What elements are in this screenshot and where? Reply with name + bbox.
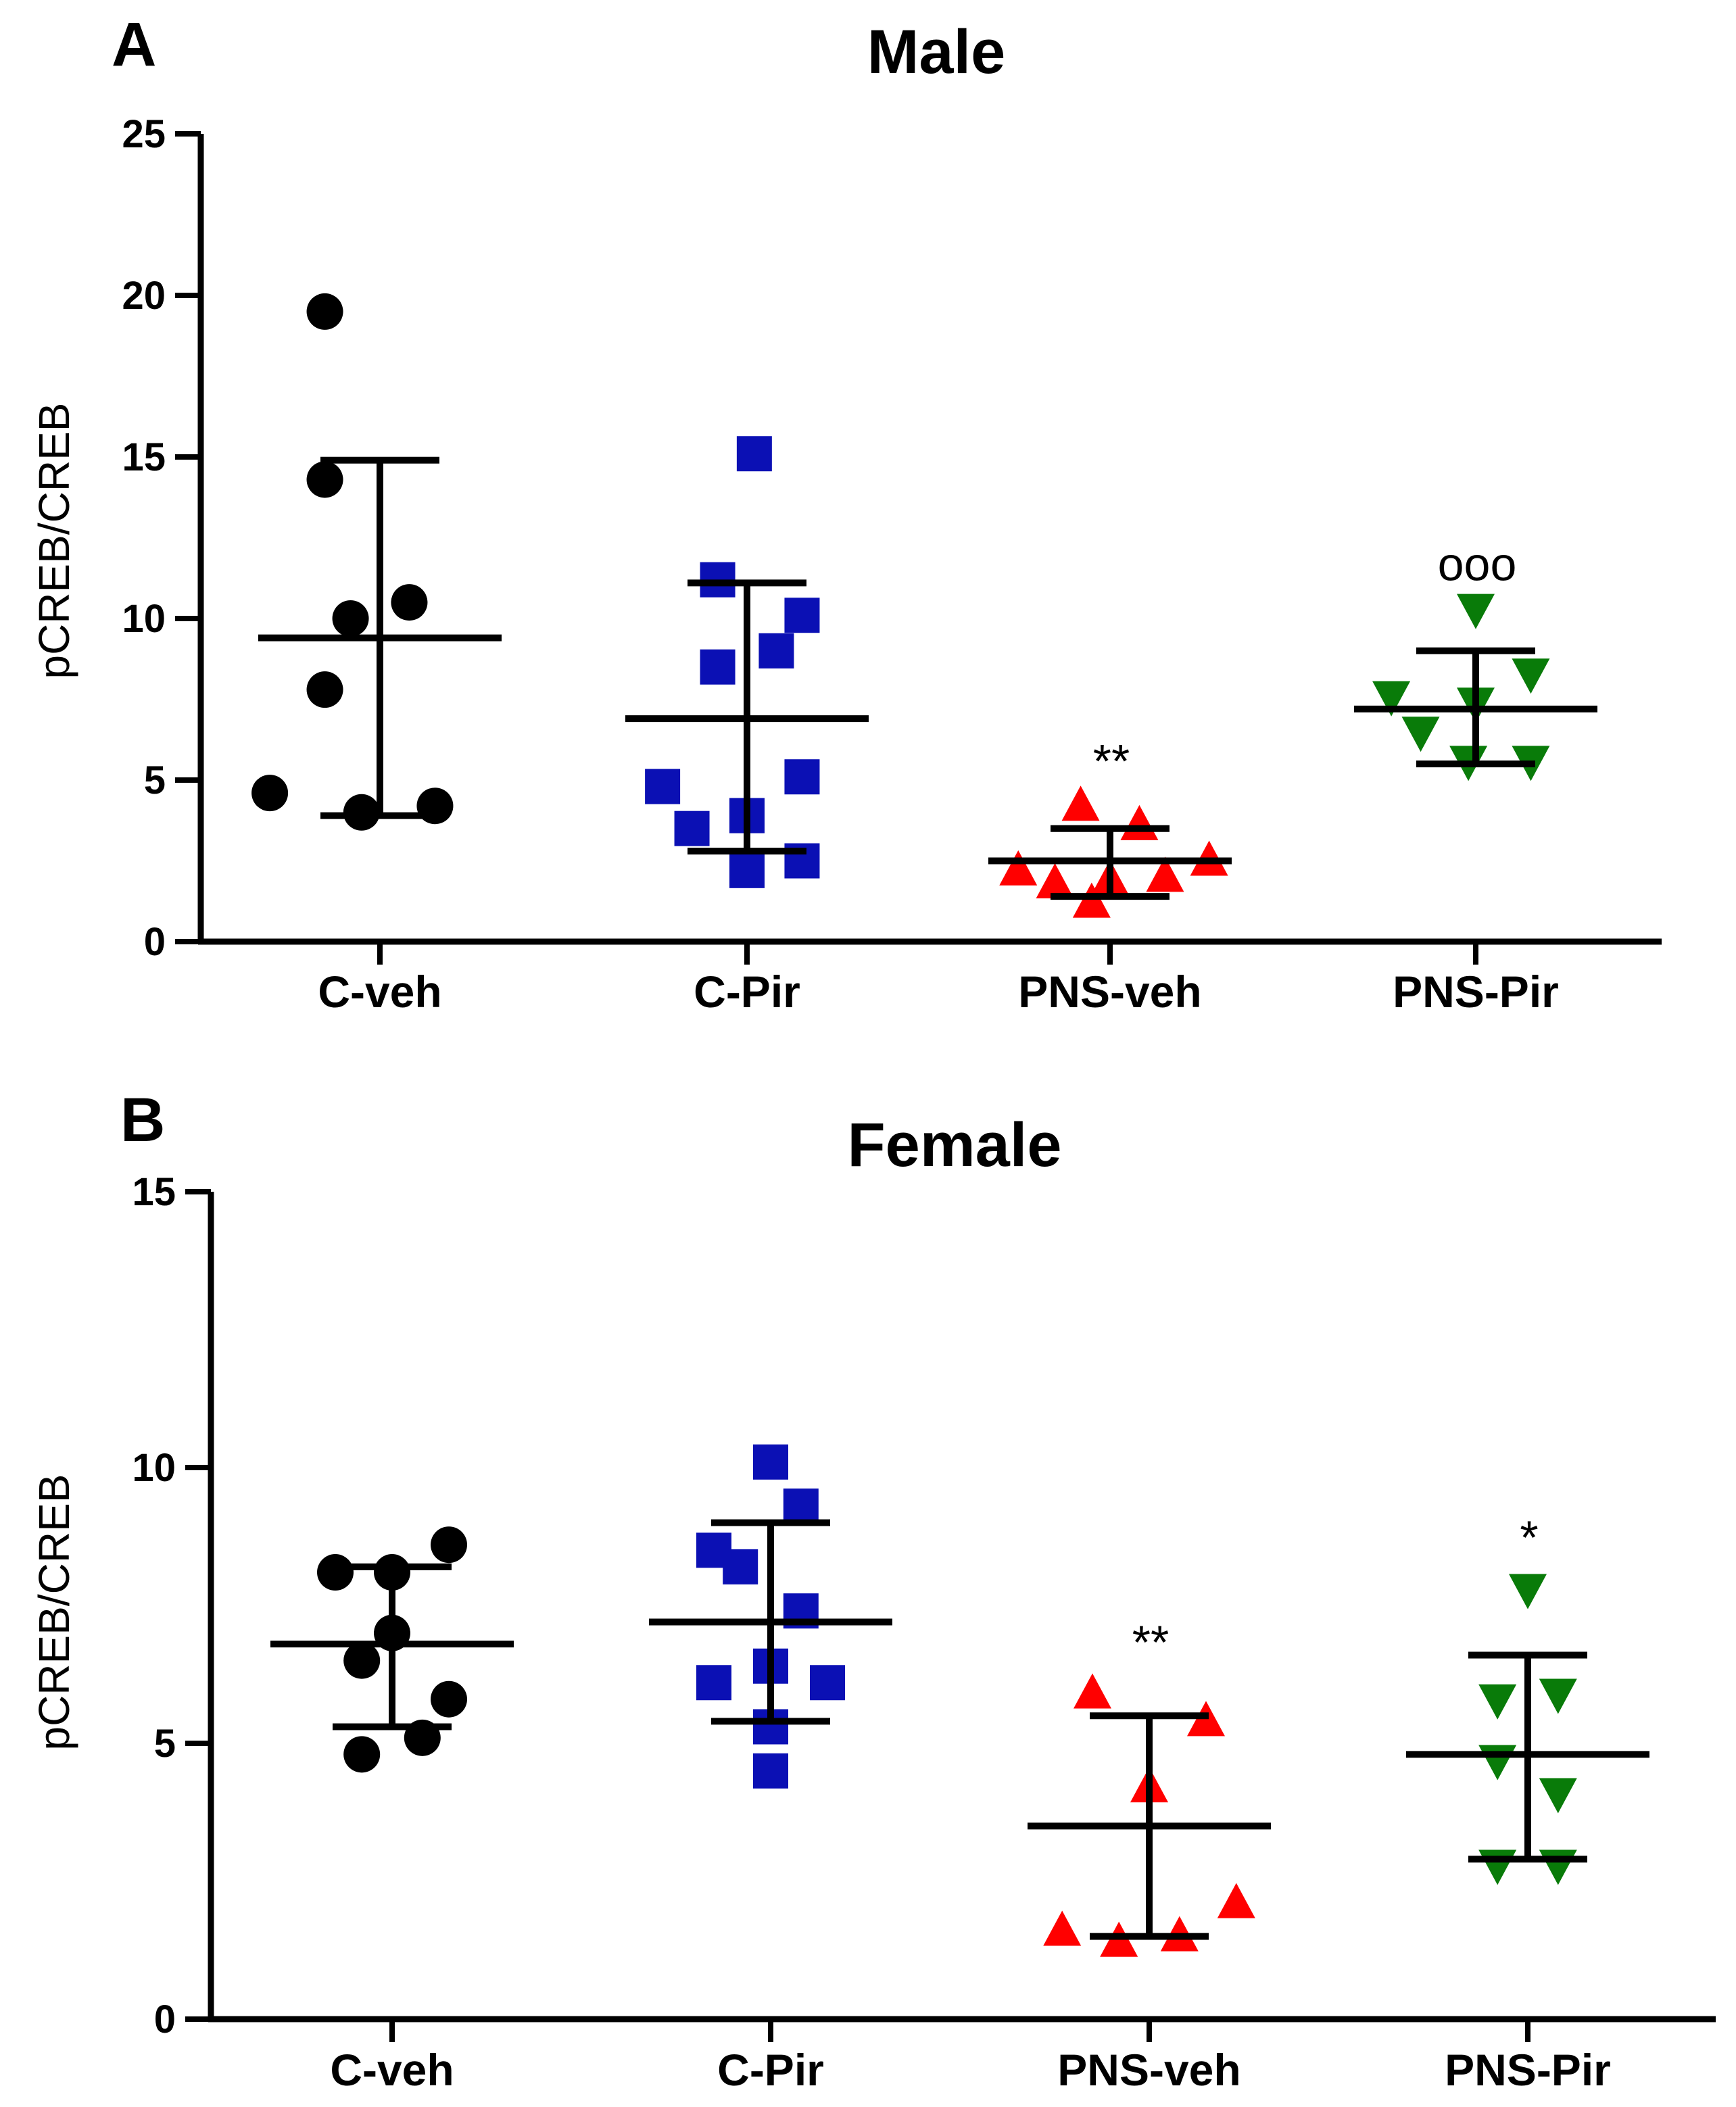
data-point	[758, 633, 794, 669]
data-point	[784, 759, 820, 795]
y-tick-label: 15	[122, 435, 166, 479]
data-point	[1478, 1849, 1517, 1885]
data-point	[1120, 804, 1159, 840]
data-point	[700, 649, 736, 685]
panel-a: A Male pCREB/CREB 0 5 10 15 20 25 C-veh C-Pir PN…	[30, 10, 1662, 1017]
data-point	[783, 1488, 819, 1524]
chart-title: Female	[847, 1111, 1061, 1180]
data-point	[1372, 681, 1411, 717]
y-tick-label: 10	[122, 597, 166, 641]
plot-area: 0 5 10 15 20 25 C-veh C-Pir PNS-veh PNS-Pir ** ooo	[122, 112, 1662, 1017]
data-point	[1036, 863, 1074, 898]
y-tick-label: 20	[122, 274, 166, 318]
data-point	[784, 598, 820, 633]
series-c-pir	[649, 1444, 892, 1789]
data-point	[1457, 594, 1495, 629]
data-point	[1539, 1678, 1577, 1714]
data-point	[810, 1665, 845, 1701]
x-tick-label: PNS-Pir	[1445, 2045, 1611, 2095]
y-tick-label: 5	[144, 758, 166, 802]
data-point	[729, 852, 765, 888]
series-pns-pir: *	[1406, 1511, 1649, 1885]
data-point	[1478, 1745, 1517, 1781]
data-point	[753, 1753, 788, 1789]
data-point	[306, 461, 343, 498]
data-point	[1509, 1574, 1547, 1609]
data-point	[306, 293, 343, 330]
data-point	[696, 1665, 731, 1701]
y-tick-label: 0	[144, 920, 166, 964]
x-tick-label: C-Pir	[694, 967, 800, 1017]
data-point	[1146, 856, 1184, 892]
data-point	[1043, 1910, 1082, 1946]
significance-annotation: **	[1093, 735, 1130, 788]
data-point	[431, 1680, 467, 1718]
panel-letter: B	[120, 1086, 165, 1155]
x-tick-label: C-veh	[330, 2045, 454, 2095]
data-point	[753, 1444, 788, 1480]
significance-annotation: **	[1132, 1616, 1169, 1669]
data-point	[1061, 785, 1100, 821]
data-point	[674, 810, 710, 846]
data-point	[251, 775, 289, 812]
data-point	[1072, 882, 1111, 918]
series-pns-veh: **	[988, 735, 1232, 918]
data-point	[999, 850, 1038, 886]
data-point	[1539, 1849, 1577, 1885]
y-tick-label: 10	[132, 1446, 176, 1490]
x-tick-label: PNS-veh	[1018, 967, 1201, 1017]
x-tick-label: PNS-Pir	[1393, 967, 1559, 1017]
data-point	[431, 1526, 467, 1564]
data-point	[1401, 717, 1440, 752]
y-tick-label: 0	[154, 1997, 176, 2041]
data-point	[306, 671, 343, 708]
series-c-pir	[625, 436, 869, 888]
x-tick-label: C-Pir	[717, 2045, 824, 2095]
y-tick-label: 25	[122, 112, 166, 156]
data-point	[343, 1736, 381, 1773]
y-tick-label: 5	[154, 1722, 176, 1766]
data-point	[645, 769, 681, 804]
panel-letter: A	[112, 10, 156, 79]
x-tick-label: PNS-veh	[1057, 2045, 1240, 2095]
series-pns-pir: ooo	[1354, 538, 1597, 781]
data-point	[391, 584, 428, 621]
data-point	[332, 600, 369, 637]
series-c-veh	[270, 1526, 514, 1773]
data-point	[1478, 1684, 1517, 1720]
y-tick-label: 15	[132, 1170, 176, 1214]
y-axis-label: pCREB/CREB	[30, 1474, 78, 1751]
data-point	[1074, 1673, 1111, 1709]
data-point	[1539, 1778, 1577, 1814]
data-point	[343, 1642, 381, 1679]
panel-b: B Female pCREB/CREB 0 5 10 15 C-veh C-Pir PNS-…	[30, 1086, 1716, 2095]
data-point	[736, 436, 772, 472]
data-point	[1512, 658, 1550, 694]
significance-annotation: ooo	[1438, 538, 1517, 591]
series-pns-veh: **	[1028, 1616, 1271, 1957]
data-point	[723, 1549, 758, 1584]
series-c-veh	[251, 293, 502, 831]
y-axis-label: pCREB/CREB	[30, 403, 78, 679]
significance-annotation: *	[1520, 1511, 1538, 1564]
data-point	[1217, 1883, 1255, 1918]
chart-title: Male	[867, 18, 1006, 87]
x-tick-label: C-veh	[318, 967, 441, 1017]
data-point	[317, 1554, 354, 1591]
